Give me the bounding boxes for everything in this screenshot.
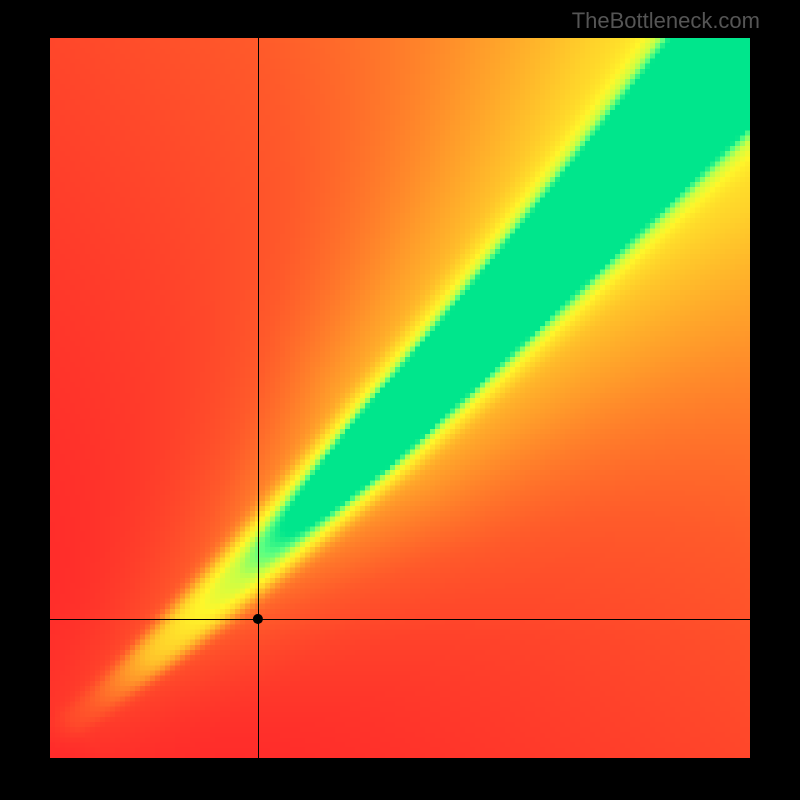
watermark-text: TheBottleneck.com [572,8,760,34]
marker-dot [50,38,750,758]
bottleneck-heatmap [50,38,750,758]
